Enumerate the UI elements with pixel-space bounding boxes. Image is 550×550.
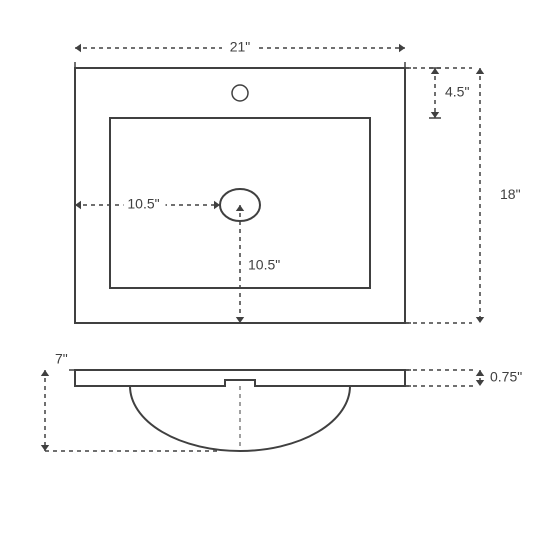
top-outer-rect <box>75 68 405 323</box>
faucet-hole <box>232 85 248 101</box>
dim-h-10-5: 10.5" <box>127 196 159 212</box>
dim-height-18: 18" <box>500 186 521 202</box>
dim-width-21: 21" <box>230 39 251 55</box>
dim-0-75: 0.75" <box>490 369 522 385</box>
dim-7: 7" <box>55 351 68 367</box>
side-slab <box>75 370 405 386</box>
dim-v-10-5: 10.5" <box>248 257 280 273</box>
dim-4-5: 4.5" <box>445 84 469 100</box>
